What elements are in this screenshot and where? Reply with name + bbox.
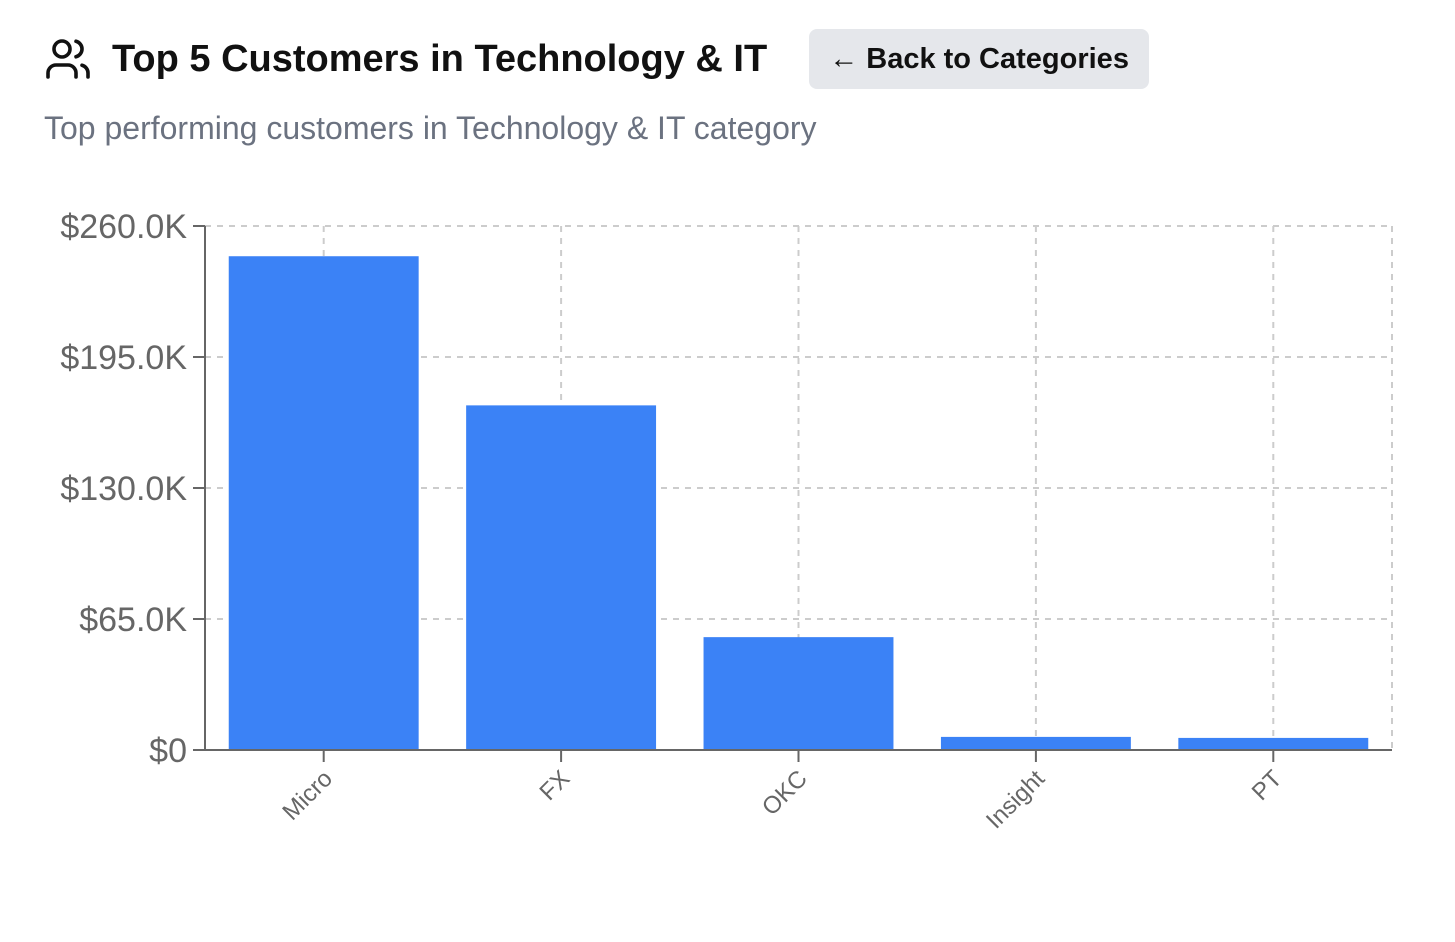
x-tick-label: FX <box>535 765 576 806</box>
y-tick-label: $130.0K <box>60 470 187 508</box>
page-subtitle: Top performing customers in Technology &… <box>44 110 817 146</box>
bar-okc <box>703 637 894 750</box>
page-title: Top 5 Customers in Technology & IT <box>112 37 768 80</box>
bar-micro <box>228 256 419 750</box>
x-axis-ticks: Micro FX OKC Insight PT <box>277 750 1288 834</box>
bar-fx <box>466 405 657 750</box>
x-tick-label: PT <box>1247 765 1288 806</box>
bar-pt <box>1178 737 1369 750</box>
x-tick-label: Micro <box>277 765 338 826</box>
chart-header: Top 5 Customers in Technology & IT ← Bac… <box>44 28 1149 90</box>
y-tick-label: $260.0K <box>60 208 187 246</box>
y-tick-label: $65.0K <box>79 601 187 639</box>
chart-bars <box>228 256 1369 750</box>
y-tick-label: $195.0K <box>60 339 187 377</box>
bar-insight <box>940 736 1131 750</box>
y-tick-label: $0 <box>149 732 187 770</box>
back-to-categories-button[interactable]: ← Back to Categories <box>809 29 1149 89</box>
users-icon <box>44 35 92 83</box>
x-tick-label: OKC <box>757 765 813 821</box>
y-axis-ticks: $0 $65.0K $130.0K $195.0K $260.0K <box>60 208 205 770</box>
x-tick-label: Insight <box>981 765 1050 834</box>
